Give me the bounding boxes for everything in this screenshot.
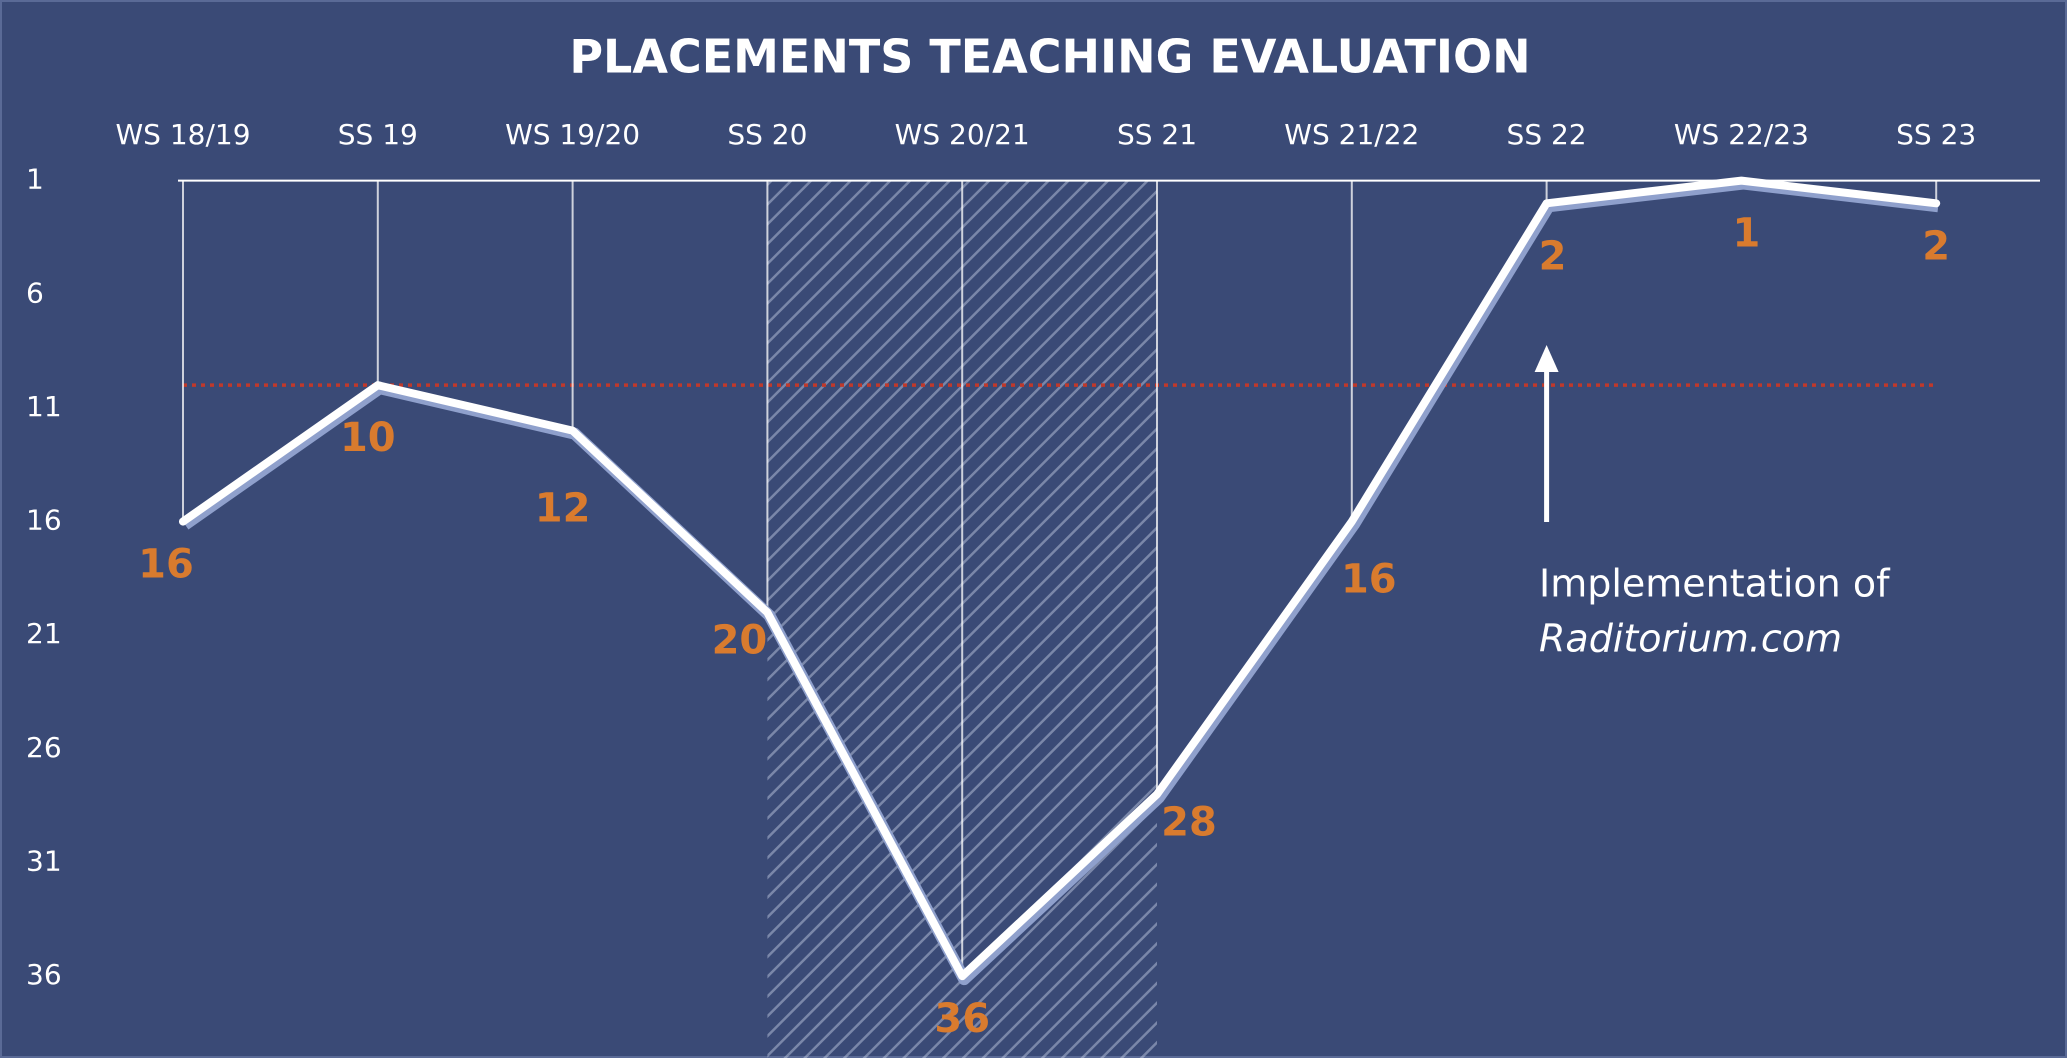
data-label: 28 (1161, 799, 1217, 845)
y-tick-label: 26 (26, 731, 62, 764)
data-label: 10 (340, 415, 396, 461)
data-label: 16 (138, 542, 194, 588)
x-tick-label: SS 21 (1117, 118, 1197, 151)
y-tick-label: 6 (26, 276, 44, 309)
annotation-arrowhead (1534, 345, 1559, 372)
x-tick-label: WS 22/23 (1674, 118, 1809, 151)
y-tick-label: 36 (26, 958, 62, 991)
chart-title: PLACEMENTS TEACHING EVALUATION (569, 30, 1530, 84)
data-label: 12 (535, 486, 591, 532)
x-tick-label: WS 19/20 (505, 118, 640, 151)
x-tick-label: WS 20/21 (895, 118, 1030, 151)
y-tick-label: 16 (26, 504, 62, 537)
y-tick-label: 31 (26, 845, 62, 878)
annotation-text: Raditorium.com (1539, 617, 1842, 661)
line (179, 176, 1941, 981)
y-tick-label: 21 (26, 617, 62, 650)
data-label: 2 (1922, 223, 1950, 269)
x-tick-label: SS 23 (1896, 118, 1976, 151)
x-tick-label: WS 18/19 (115, 118, 250, 151)
annotation-text: Implementation of (1539, 562, 1891, 606)
x-tick-label: SS 19 (338, 118, 418, 151)
y-tick-label: 11 (26, 390, 62, 423)
data-label: 16 (1341, 557, 1397, 603)
x-tick-label: SS 20 (727, 118, 807, 151)
data-label: 36 (934, 996, 990, 1042)
data-label: 2 (1539, 233, 1567, 279)
x-tick-label: WS 21/22 (1284, 118, 1419, 151)
data-label: 20 (712, 617, 768, 663)
y-tick-label: 1 (26, 163, 44, 196)
x-tick-label: SS 22 (1507, 118, 1587, 151)
data-label: 1 (1732, 211, 1760, 257)
